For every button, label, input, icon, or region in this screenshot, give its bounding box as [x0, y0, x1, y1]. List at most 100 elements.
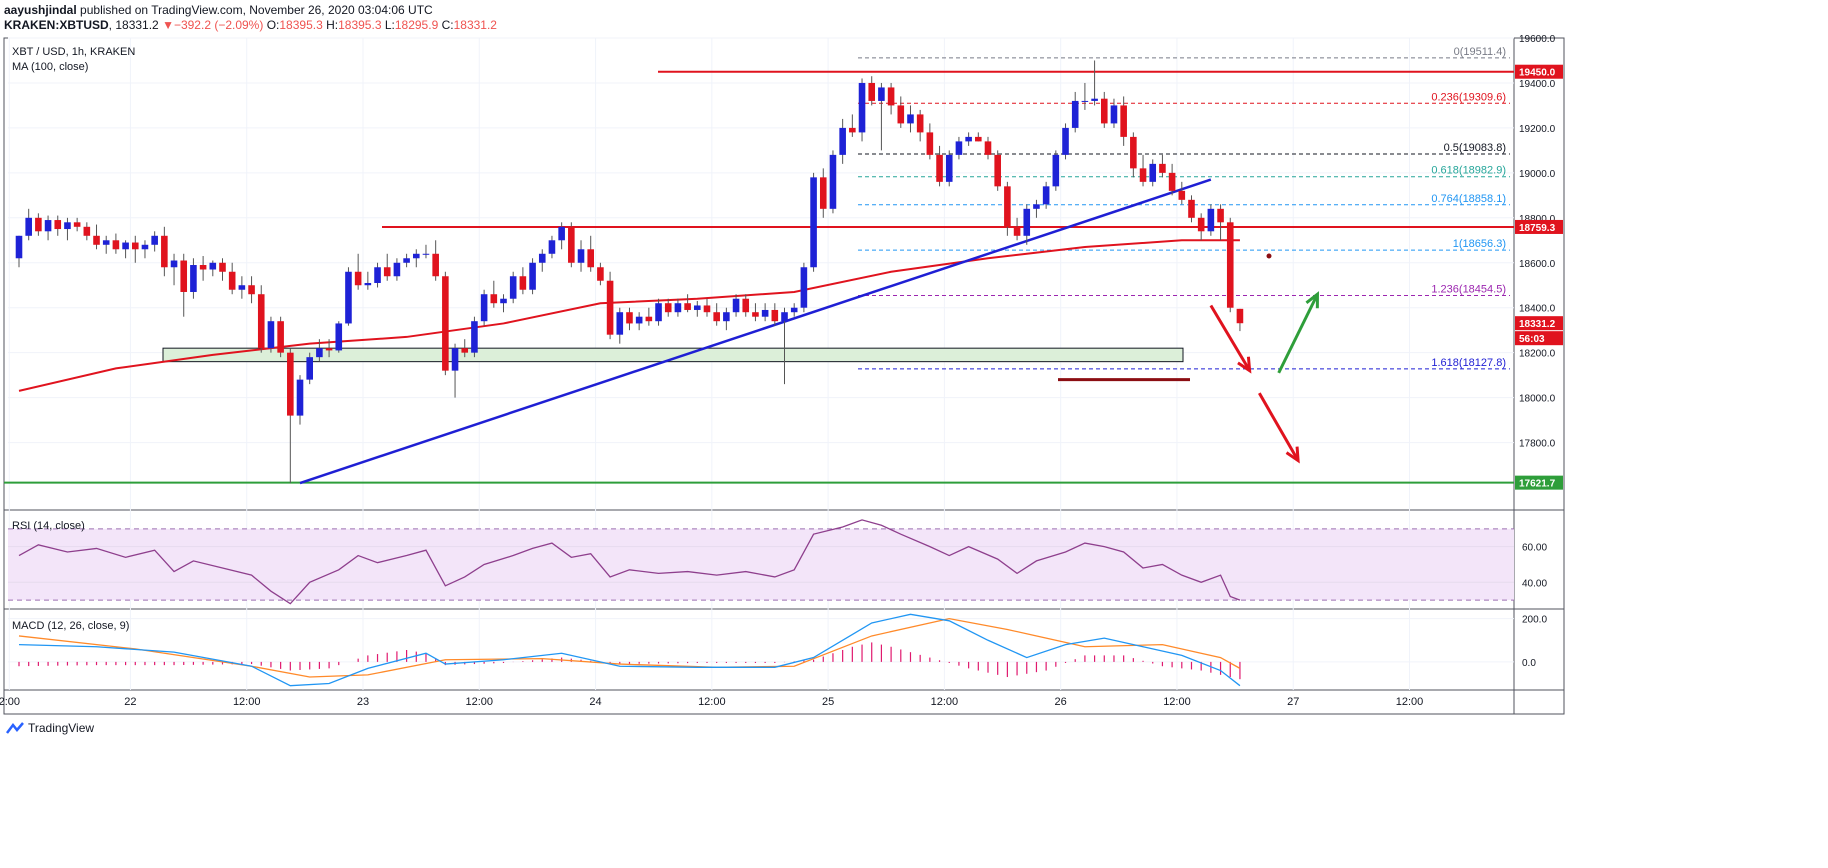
- x-tick-label: 12:00: [233, 696, 261, 708]
- rsi-tick-label: 60.00: [1522, 543, 1547, 554]
- rsi-tick-label: 40.00: [1522, 578, 1547, 589]
- close-value: 18331.2: [453, 18, 497, 32]
- bearish-candle: [383, 267, 391, 277]
- bullish-candle: [151, 235, 158, 245]
- bullish-candle: [694, 305, 701, 310]
- bearish-candle: [713, 312, 720, 322]
- bearish-candle: [897, 105, 905, 124]
- bearish-candle: [112, 240, 120, 250]
- bullish-candle: [781, 312, 788, 322]
- rsi-line: [18, 519, 1241, 605]
- price-tag-label: 18331.2: [1519, 319, 1556, 330]
- bullish-candle: [141, 244, 149, 250]
- bullish-candle: [1052, 154, 1060, 187]
- bearish-candle: [354, 271, 362, 286]
- fibonacci-level-label: 0(19511.4): [1454, 46, 1506, 58]
- bullish-candle: [1081, 100, 1089, 102]
- bullish-candle: [364, 282, 372, 286]
- bearish-candle: [1197, 217, 1205, 232]
- bearish-candle: [868, 82, 876, 101]
- bearish-candle: [849, 127, 856, 133]
- bearish-candle: [1217, 208, 1224, 223]
- bullish-candle: [558, 226, 565, 241]
- bullish-candle: [839, 127, 846, 155]
- high-label: H:: [326, 18, 339, 32]
- price-tag: [1515, 331, 1563, 346]
- bearish-candle: [664, 303, 672, 313]
- price-tick-label: 18400.0: [1519, 304, 1556, 315]
- bearish-candle: [887, 87, 895, 106]
- bearish-candle: [819, 177, 827, 209]
- bearish-candle: [199, 265, 207, 270]
- bullish-candle: [829, 154, 837, 209]
- arrow-head: [1237, 356, 1252, 374]
- author-name[interactable]: aayushjindal: [4, 3, 77, 17]
- bearish-candle: [442, 276, 449, 371]
- bearish-candle: [684, 303, 691, 310]
- bearish-candle: [35, 217, 42, 232]
- bullish-candle: [529, 262, 536, 290]
- bullish-candle: [209, 262, 217, 270]
- publish-info: published on TradingView.com, November 2…: [80, 3, 433, 17]
- x-tick-label: 23: [357, 696, 369, 708]
- bearish-candle: [936, 154, 943, 182]
- price-change: ▼−392.2 (−2.09%): [162, 18, 264, 32]
- x-tick-label: 12:00: [931, 696, 959, 708]
- bullish-candle: [616, 312, 624, 335]
- price-level-tag-label: 19450.0: [1519, 68, 1556, 79]
- bearish-candle: [626, 312, 633, 324]
- x-tick-label: 27: [1287, 696, 1299, 708]
- arrow-head: [1285, 446, 1300, 464]
- bearish-candle: [161, 235, 168, 268]
- open-label: O:: [266, 18, 280, 32]
- bullish-candle: [306, 357, 313, 380]
- bearish-candle: [1178, 190, 1186, 200]
- bullish-candle: [403, 258, 410, 263]
- price-level-tag: [1515, 64, 1563, 79]
- bullish-candle: [190, 265, 197, 292]
- macd-tick-label: 0.0: [1522, 658, 1536, 669]
- bullish-candle: [1110, 105, 1118, 124]
- bearish-candle: [257, 294, 265, 349]
- price-tick-label: 18200.0: [1519, 349, 1556, 360]
- bearish-candle: [248, 285, 255, 295]
- bullish-candle: [15, 235, 23, 259]
- bullish-candle: [345, 271, 352, 324]
- bearish-scenario-arrow: [1209, 304, 1251, 372]
- price-level-tag: [1515, 475, 1563, 490]
- bearish-candle: [432, 253, 439, 277]
- bullish-candle: [655, 303, 662, 322]
- bullish-candle: [500, 298, 507, 304]
- close-label: C:: [441, 18, 454, 32]
- bearish-candle: [916, 114, 924, 133]
- bearish-candle: [1120, 105, 1127, 137]
- bullish-candle: [422, 253, 430, 255]
- bullish-candle: [393, 262, 401, 277]
- bullish-candle: [965, 136, 972, 142]
- chart-canvas[interactable]: 2:00 22 12:00 23 12:00 24 12:00 25 12:00 26 12:00 2…: [0, 0, 1568, 742]
- bullish-candle: [335, 323, 343, 351]
- bearish-candle: [519, 276, 527, 290]
- bullish-candle: [945, 154, 953, 182]
- bearish-candle: [1236, 308, 1244, 324]
- price-tick-label: 19000.0: [1519, 169, 1556, 180]
- bullish-candle: [1033, 204, 1040, 209]
- brand-name: TradingView: [28, 721, 95, 735]
- bullish-candle: [267, 321, 275, 349]
- fibonacci-level-label: 0.5(19083.8): [1444, 142, 1506, 154]
- bearish-candle: [752, 312, 759, 317]
- price-level-tag-label: 17621.7: [1519, 479, 1556, 490]
- bullish-candle: [732, 298, 740, 313]
- bearish-candle: [219, 262, 226, 272]
- bearish-candle: [1188, 199, 1195, 218]
- price-tick-label: 19200.0: [1519, 124, 1556, 135]
- bearish-candle: [180, 260, 188, 292]
- bullish-candle: [635, 316, 643, 324]
- tradingview-logo-icon: [6, 722, 24, 734]
- bearish-candle: [277, 321, 284, 353]
- price-tag: [1515, 316, 1563, 331]
- fibonacci-level-label: 0.236(19309.6): [1431, 91, 1506, 103]
- tradingview-brand[interactable]: TradingView: [6, 721, 94, 735]
- bullish-candle: [790, 307, 798, 313]
- price-tick-label: 19600.0: [1519, 34, 1556, 45]
